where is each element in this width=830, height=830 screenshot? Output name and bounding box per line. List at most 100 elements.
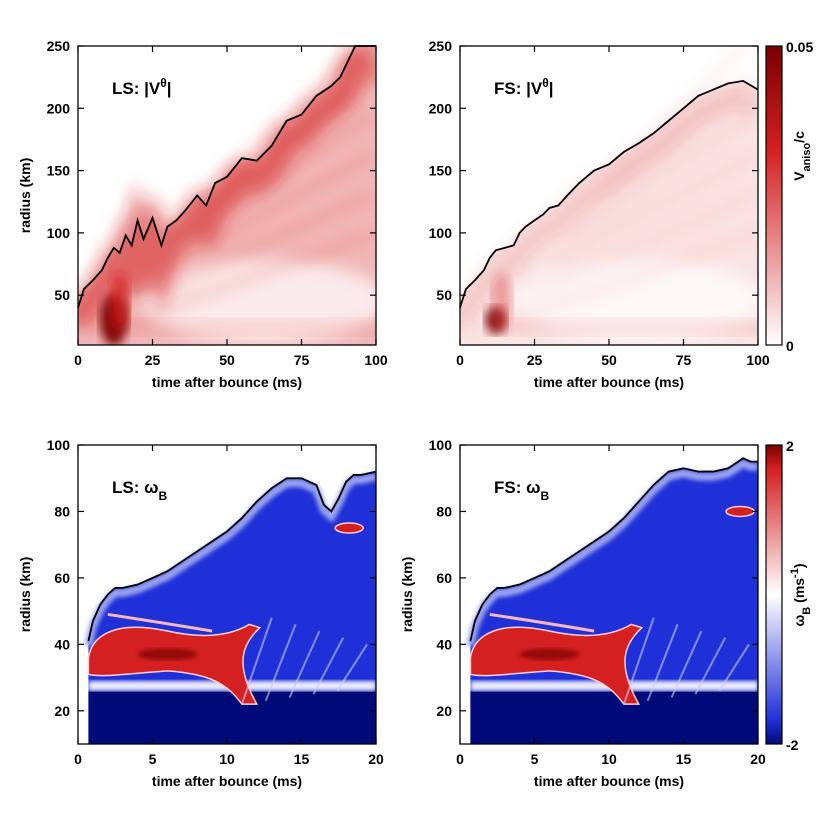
plume-streak (583, 71, 758, 213)
plume-streak (530, 190, 758, 295)
shock-radius-line (469, 457, 758, 642)
title-suffix: | (167, 79, 172, 98)
colorbar-min-label: -2 (786, 737, 799, 753)
heatmap-field (460, 46, 758, 345)
plume-streak (130, 230, 376, 323)
shock-radius-line (77, 45, 376, 308)
plume-streak (601, 46, 749, 185)
plume-streak (646, 624, 679, 702)
title-main: LS: ω (112, 478, 158, 497)
panel-title: LS: |Vθ| (112, 76, 171, 98)
plume-streak (694, 637, 727, 695)
x-tick-label: 0 (74, 751, 82, 767)
colorbar-max-label: 0.05 (786, 39, 813, 55)
shock-band (78, 49, 376, 331)
y-tick-label: 50 (436, 287, 452, 303)
y-tick-label: 100 (429, 437, 453, 453)
plume-streak (148, 190, 376, 295)
unstable-core (519, 648, 580, 661)
colorbar-gradient (765, 45, 783, 346)
unstable-band (87, 623, 262, 705)
x-tick-label: 75 (676, 352, 692, 368)
x-axis-label: time after bounce (ms) (534, 773, 684, 789)
plume-streak (201, 71, 376, 213)
x-tick-label: 50 (601, 352, 617, 368)
x-tick-label: 0 (74, 352, 82, 368)
title-sub: B (540, 489, 549, 503)
colorbar-label-sub: aniso (801, 143, 813, 172)
hotspot-halo (491, 273, 512, 330)
y-tick-label: 20 (54, 703, 70, 719)
buoyancy-region (470, 458, 758, 744)
x-tick-label: 100 (364, 352, 388, 368)
y-tick-label: 20 (436, 703, 452, 719)
outer-plume (725, 505, 755, 518)
y-tick-label: 200 (429, 100, 453, 116)
x-tick-label: 15 (294, 751, 310, 767)
x-tick-label: 10 (219, 751, 235, 767)
arc-feature (107, 612, 213, 633)
y-tick-label: 150 (47, 163, 71, 179)
y-tick-label: 250 (429, 38, 453, 54)
colorbar-label: ωB (ms-1) (789, 563, 813, 626)
plume-streak (565, 111, 758, 240)
y-axis-label: radius (km) (17, 158, 33, 233)
x-axis-label: time after bounce (ms) (152, 773, 302, 789)
y-tick-label: 100 (429, 225, 453, 241)
title-sup: θ (160, 76, 167, 90)
outer-plume (334, 522, 364, 534)
panel-title: LS: ωB (112, 478, 167, 503)
y-tick-label: 150 (429, 163, 453, 179)
x-axis-label: time after bounce (ms) (534, 374, 684, 390)
shock-edge (84, 472, 376, 647)
y-tick-label: 100 (47, 437, 71, 453)
bottom-band (107, 320, 376, 335)
x-tick-label: 50 (219, 352, 235, 368)
x-tick-label: 5 (149, 751, 157, 767)
y-tick-label: 200 (47, 100, 71, 116)
colorbar-bottom: 2 -2 ωB (ms-1) (765, 438, 813, 753)
colorbar-label-sub: B (801, 607, 813, 615)
bottom-band (489, 320, 758, 335)
x-tick-label: 0 (456, 751, 464, 767)
panel-top-left: 0 25 50 75 100 50 100 150 200 250 time after bounc… (17, 38, 388, 390)
plume-streak (718, 643, 750, 692)
y-tick-label: 60 (54, 570, 70, 586)
y-tick-label: 40 (436, 636, 452, 652)
plume-streak (512, 230, 758, 323)
y-tick-label: 50 (54, 287, 70, 303)
y-tick-label: 40 (54, 636, 70, 652)
x-tick-label: 5 (531, 751, 539, 767)
shock-band (460, 89, 758, 329)
colorbar-label-end: ) (791, 563, 807, 568)
plume-streak (166, 150, 376, 268)
plume-streak (622, 617, 655, 705)
colorbar-label-suffix: (ms (791, 578, 807, 607)
heatmap-field (460, 445, 758, 744)
x-tick-label: 75 (294, 352, 310, 368)
y-axis-label: radius (km) (399, 557, 415, 632)
panel-bottom-left: 0 5 10 15 20 20 40 60 80 100 time after bounce (ms… (17, 437, 384, 789)
y-tick-label: 80 (54, 503, 70, 519)
panel-title: FS: ωB (494, 478, 549, 503)
colorbar-gradient (765, 444, 783, 745)
colorbar-label-suffix: /c (791, 131, 807, 143)
y-tick-label: 250 (47, 38, 71, 54)
shock-radius-line (87, 470, 377, 642)
unstable-band (469, 623, 644, 705)
colorbar-label-sup: -1 (789, 568, 801, 578)
shock-edge (466, 458, 758, 647)
stable-core (88, 690, 376, 744)
y-tick-label: 100 (47, 225, 71, 241)
title-main: LS: |V (112, 79, 161, 98)
y-tick-label: 80 (436, 503, 452, 519)
heatmap-field (78, 445, 376, 744)
heatmap-field (78, 46, 376, 345)
x-tick-label: 15 (676, 751, 692, 767)
colorbar-max-label: 2 (786, 438, 794, 454)
plume-streak (288, 630, 321, 698)
x-tick-label: 25 (527, 352, 543, 368)
y-axis-label: radius (km) (17, 557, 33, 632)
plume-streak (336, 643, 368, 692)
